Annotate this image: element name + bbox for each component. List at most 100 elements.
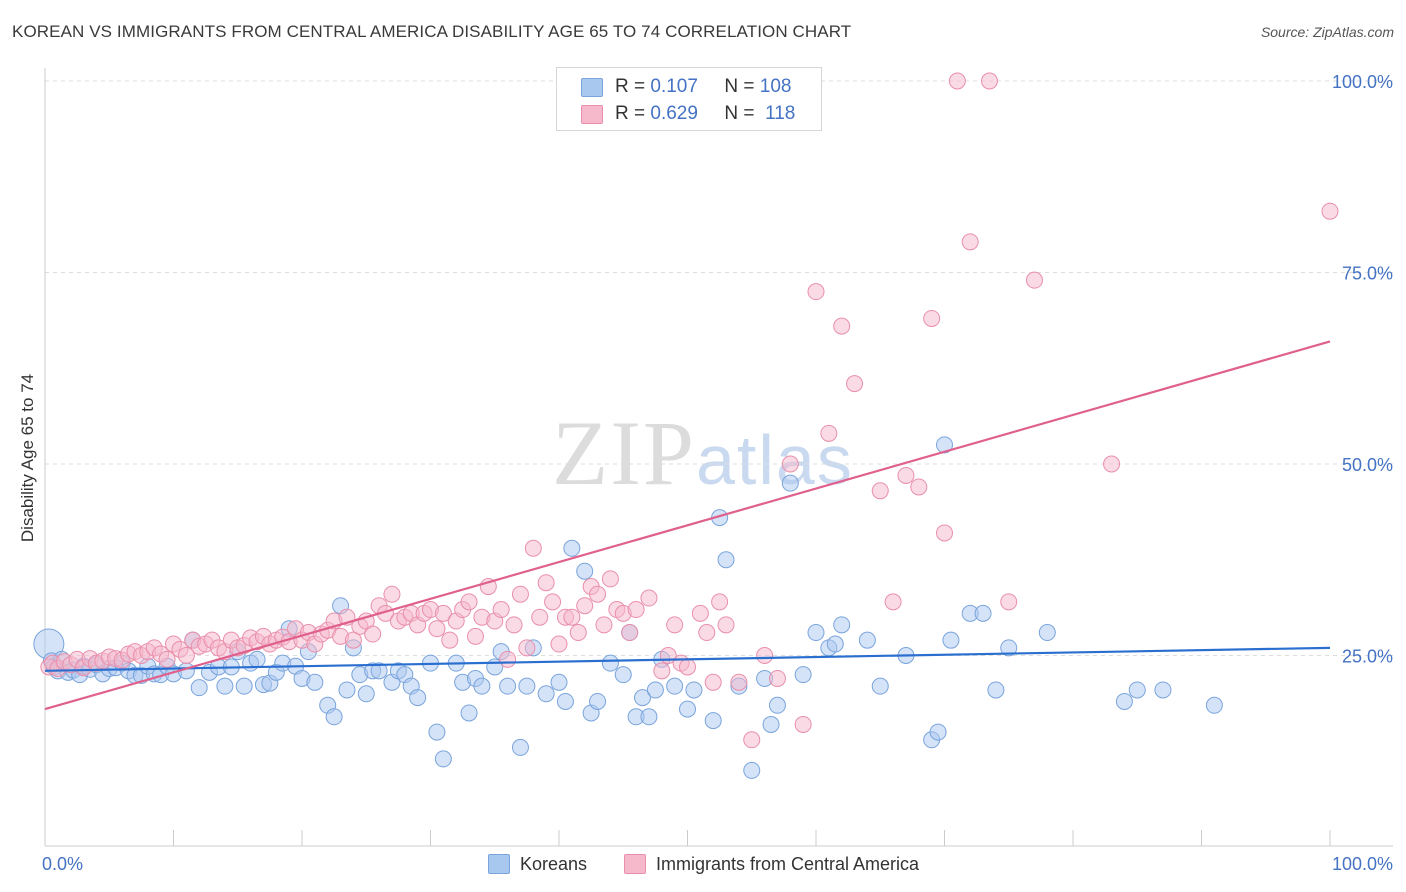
central-america-point: [576, 597, 594, 615]
central-america-point: [499, 650, 517, 668]
r-label-central-america: R =: [615, 103, 646, 124]
r-value-central-america: 0.629: [650, 103, 698, 124]
bottom-legend-koreans: Koreans: [488, 852, 587, 876]
korean-point: [929, 723, 947, 741]
korean-point: [428, 723, 446, 741]
central-america-point: [569, 624, 587, 642]
korean-point: [518, 677, 536, 695]
korean-point: [679, 700, 696, 718]
central-america-point: [434, 604, 452, 622]
bottom-legend-central-america: Immigrants from Central America: [624, 852, 919, 876]
korean-point: [807, 624, 825, 642]
central-america-point: [910, 478, 928, 496]
r-label-koreans: R =: [615, 76, 646, 97]
korean-point: [634, 689, 652, 707]
korean-point: [781, 474, 799, 492]
central-america-point: [589, 585, 607, 603]
korean-point: [235, 677, 253, 695]
korean-point: [987, 681, 1005, 699]
koreans-legend-label: Koreans: [520, 853, 588, 874]
korean-point: [640, 708, 658, 726]
korean-point: [1154, 681, 1172, 699]
central-america-point: [383, 585, 401, 603]
korean-point: [768, 696, 786, 714]
korean-point: [473, 677, 491, 695]
korean-point: [370, 662, 388, 680]
korean-point: [858, 631, 876, 649]
central-america-point: [1025, 271, 1043, 289]
y-tick-label-25: 25.0%: [1342, 647, 1393, 667]
central-america-point: [653, 662, 671, 680]
korean-trend-line: [44, 646, 1331, 672]
korean-point: [248, 650, 266, 668]
korean-point: [434, 750, 452, 768]
central-america-point: [936, 524, 953, 542]
correlation-legend: R = 0.107 N = 108 R = 0.629 N = 118: [556, 67, 822, 131]
central-america-point: [704, 673, 722, 691]
central-america-point: [466, 627, 484, 645]
korean-point: [1000, 639, 1018, 657]
y-tick-label-50: 50.0%: [1342, 455, 1393, 475]
watermark-zip: ZIP: [552, 402, 696, 504]
central-america-point: [679, 658, 696, 676]
central-america-point: [524, 539, 542, 557]
chart-source: Source: ZipAtlas.com: [1260, 24, 1394, 40]
central-america-point: [666, 616, 684, 634]
korean-point: [601, 654, 619, 672]
n-value-central-america: 118: [765, 103, 796, 124]
central-america-point: [544, 593, 562, 611]
central-america-point: [601, 570, 619, 588]
central-america-point: [492, 601, 510, 619]
r-value-koreans: 0.107: [650, 76, 698, 97]
korean-point: [833, 616, 851, 634]
korean-point: [743, 761, 761, 779]
central-america-point: [627, 601, 645, 619]
central-america-point: [1000, 593, 1018, 611]
central-america-point: [980, 72, 998, 90]
korean-point: [511, 738, 529, 756]
central-america-legend-label: Immigrants from Central America: [656, 853, 920, 874]
x-tick-label-0: 0.0%: [42, 854, 83, 874]
legend-row-central-america: R = 0.629 N = 118: [581, 102, 795, 126]
central-america-point: [505, 616, 523, 634]
korean-point: [974, 604, 992, 622]
korean-point: [216, 677, 234, 695]
central-america-point: [698, 624, 716, 642]
central-america-point: [550, 635, 568, 653]
koreans-swatch: [581, 77, 603, 97]
central-america-point: [717, 616, 735, 634]
central-america-point: [640, 589, 658, 607]
central-america-swatch: [581, 104, 603, 124]
y-tick-label-75: 75.0%: [1342, 264, 1393, 284]
central-america-point: [621, 624, 639, 642]
central-america-point: [518, 639, 536, 657]
central-america-point: [781, 455, 799, 473]
korean-point: [762, 715, 780, 733]
x-tick-label-100: 100.0%: [1332, 854, 1393, 874]
central-america-point: [768, 669, 786, 687]
korean-point: [190, 679, 208, 697]
central-america-point: [948, 72, 966, 90]
korean-point: [409, 689, 427, 707]
central-america-point: [691, 604, 709, 622]
y-axis-label: Disability Age 65 to 74: [18, 374, 37, 542]
korean-point: [646, 681, 664, 699]
central-america-point: [364, 625, 382, 643]
central-america-point: [563, 608, 581, 626]
central-america-point: [871, 482, 889, 500]
korean-point: [1038, 624, 1056, 642]
central-america-point: [344, 631, 362, 649]
central-america-point: [1321, 202, 1339, 220]
central-america-point: [743, 731, 761, 749]
central-america-point: [511, 585, 529, 603]
central-america-point: [711, 593, 729, 611]
chart-title: KOREAN VS IMMIGRANTS FROM CENTRAL AMERIC…: [12, 22, 852, 41]
korean-point: [563, 539, 581, 557]
central-america-point: [833, 317, 851, 335]
central-america-legend-swatch: [624, 854, 646, 874]
korean-point: [1205, 696, 1223, 714]
central-america-point: [1103, 455, 1121, 473]
central-america-point: [794, 715, 812, 733]
korean-point: [589, 692, 607, 710]
